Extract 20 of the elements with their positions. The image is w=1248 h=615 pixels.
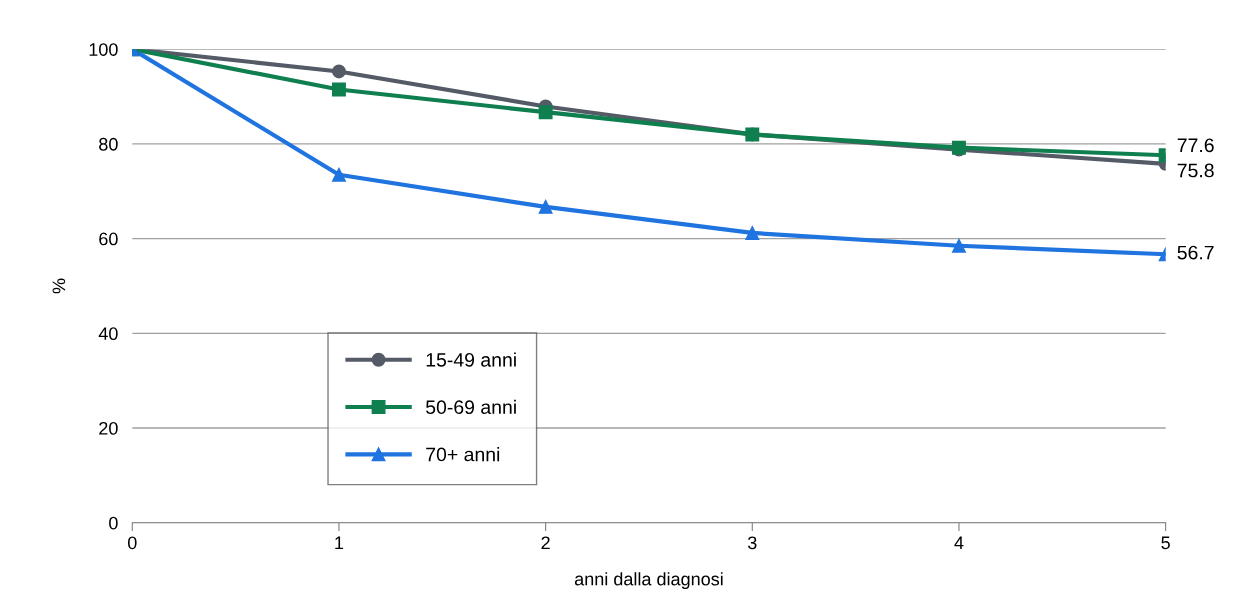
x-tick-label: 1 <box>335 536 344 550</box>
data-label: 56.7 <box>1177 245 1214 260</box>
x-tick-label: 4 <box>954 536 964 550</box>
legend-label: 70+ anni <box>426 447 500 462</box>
y-tick-label: 20 <box>99 421 118 435</box>
legend-label: 50-69 anni <box>426 399 516 415</box>
y-tick-label: 40 <box>98 327 118 341</box>
x-tick-label: 3 <box>747 536 757 550</box>
y-tick-label: 0 <box>109 516 118 530</box>
x-tick-label: 2 <box>541 536 550 550</box>
y-tick-label: 60 <box>99 232 118 246</box>
y-tick-label: 100 <box>89 43 118 56</box>
data-label: 77.6 <box>1177 138 1214 153</box>
data-label: 75.8 <box>1177 163 1214 178</box>
x-tick-label: 5 <box>1161 536 1170 550</box>
legend-label: 15-49 anni <box>426 352 516 367</box>
y-tick-label: 80 <box>99 137 118 151</box>
y-axis-title: % <box>52 278 66 294</box>
x-tick-label: 0 <box>127 536 137 550</box>
x-axis-title: anni dalla diagnosi <box>574 572 723 590</box>
